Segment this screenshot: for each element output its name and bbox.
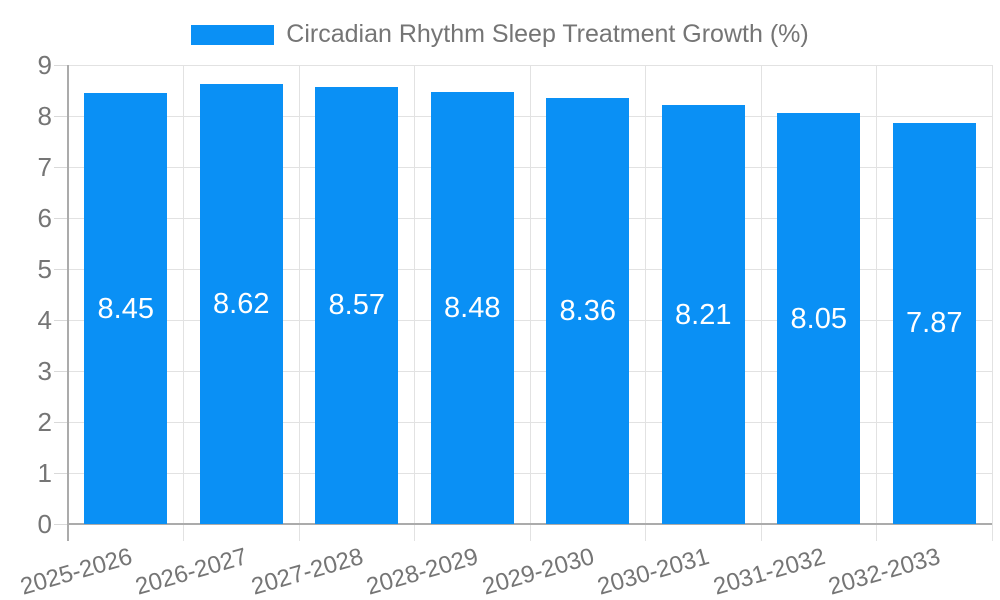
- x-gridline: [529, 65, 531, 541]
- y-axis-tick: [54, 64, 68, 66]
- x-tick-label: 2028-2029: [363, 543, 482, 600]
- x-gridline: [183, 65, 184, 541]
- x-gridline: [991, 65, 993, 541]
- bar: [430, 91, 514, 524]
- y-tick-label: 2: [37, 407, 52, 437]
- x-gridline: [760, 65, 762, 541]
- bar-value-label: 8.21: [675, 298, 732, 331]
- x-gridline: [414, 65, 415, 541]
- y-axis-tick: [54, 217, 68, 219]
- y-axis-tick: [54, 370, 68, 372]
- y-tick-label: 7: [37, 152, 52, 182]
- bar: [315, 86, 399, 524]
- bar: [661, 105, 745, 524]
- bar: [892, 122, 976, 524]
- bar-value-label: 8.36: [559, 294, 616, 327]
- y-axis-tick: [54, 472, 68, 474]
- x-tick-label: 2025-2026: [17, 543, 136, 600]
- y-axis-tick: [54, 115, 68, 117]
- y-axis-tick: [54, 523, 68, 525]
- legend-label: Circadian Rhythm Sleep Treatment Growth …: [286, 20, 809, 48]
- y-axis-line: [67, 65, 69, 541]
- chart-legend: Circadian Rhythm Sleep Treatment Growth …: [0, 20, 1000, 49]
- bar: [199, 84, 283, 524]
- x-gridline: [298, 65, 300, 541]
- y-axis-tick: [54, 421, 68, 423]
- x-tick-label: 2027-2028: [248, 543, 367, 600]
- bar-value-label: 8.48: [444, 291, 501, 324]
- bar-value-label: 8.05: [790, 302, 847, 335]
- bar: [777, 113, 861, 524]
- bar-value-label: 7.87: [906, 307, 963, 340]
- x-gridline: [645, 65, 646, 541]
- y-axis-tick: [54, 268, 68, 270]
- bar-value-label: 8.57: [328, 289, 385, 322]
- y-tick-label: 3: [37, 356, 52, 386]
- y-axis-tick: [54, 166, 68, 168]
- x-tick-label: 2031-2032: [710, 543, 829, 600]
- bar-value-label: 8.62: [213, 288, 270, 321]
- bar: [546, 97, 630, 524]
- y-tick-label: 1: [37, 458, 52, 488]
- x-tick-label: 2032-2033: [825, 543, 944, 600]
- x-gridline: [876, 65, 877, 541]
- y-axis-tick: [54, 319, 68, 321]
- y-tick-label: 5: [37, 254, 52, 284]
- bar-value-label: 8.45: [97, 292, 154, 325]
- y-tick-label: 4: [37, 305, 52, 335]
- y-tick-label: 8: [37, 101, 52, 131]
- y-tick-label: 6: [37, 203, 52, 233]
- y-tick-label: 9: [37, 50, 52, 80]
- bar: [84, 93, 168, 524]
- y-tick-label: 0: [37, 509, 52, 539]
- x-tick-label: 2030-2031: [594, 543, 713, 600]
- x-axis-line: [68, 523, 992, 525]
- legend-color-swatch: [191, 24, 275, 45]
- x-tick-label: 2026-2027: [132, 543, 251, 600]
- x-tick-label: 2029-2030: [479, 543, 598, 600]
